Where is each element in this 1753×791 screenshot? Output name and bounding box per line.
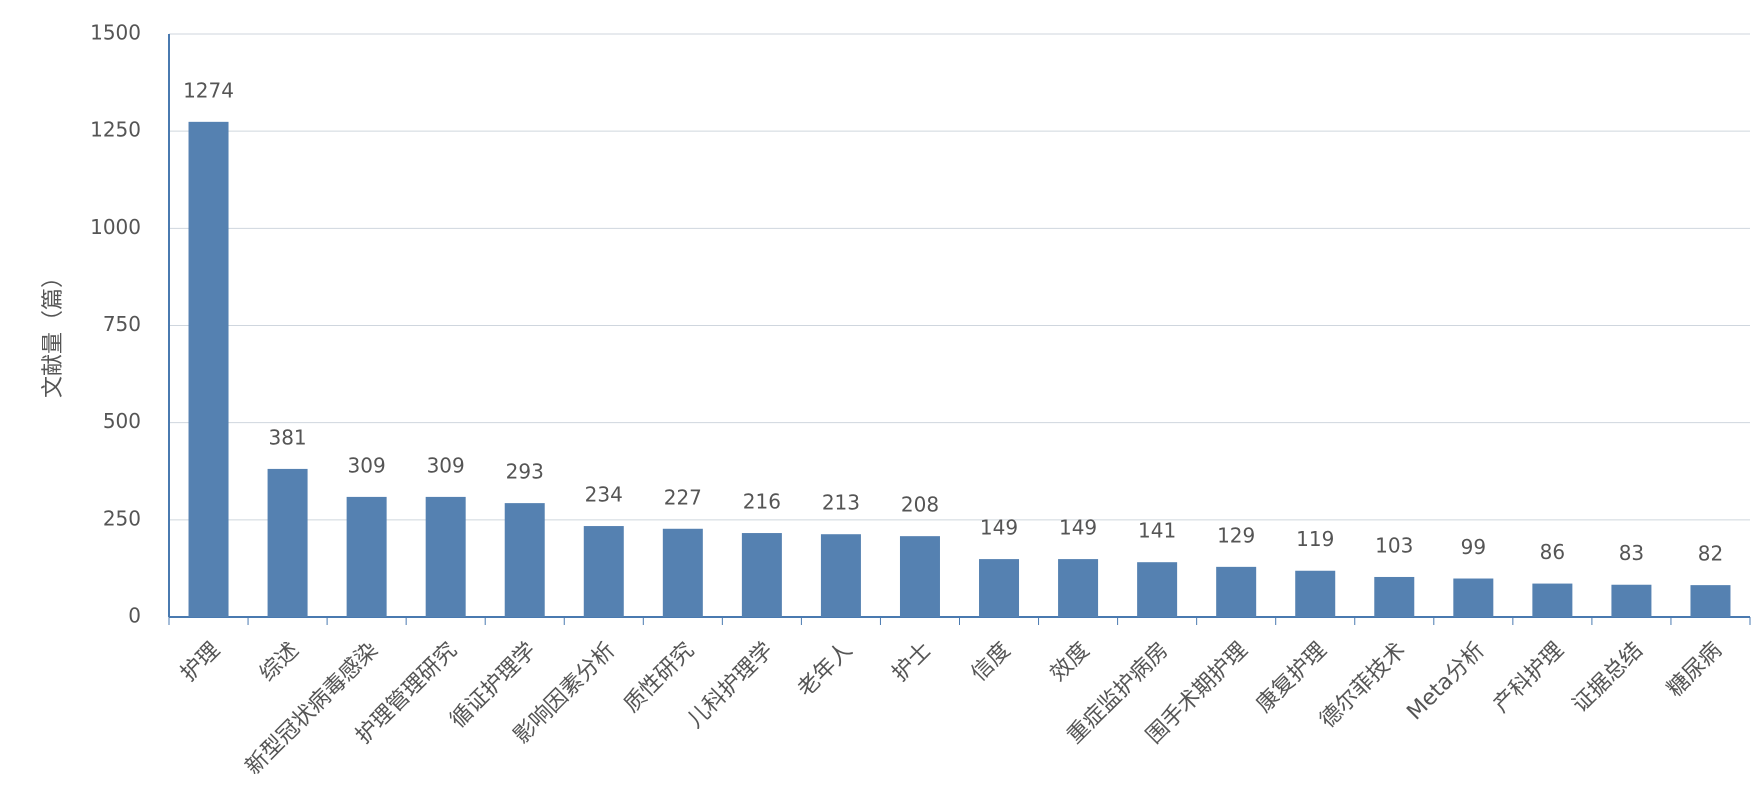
x-tick-label: 信度 bbox=[967, 638, 1016, 687]
bar bbox=[1137, 562, 1178, 617]
bar bbox=[662, 528, 703, 617]
x-tick-label: Meta分析 bbox=[1402, 638, 1489, 725]
x-tick-label: 效度 bbox=[1046, 638, 1095, 687]
x-tick-label: 新型冠状病毒感染 bbox=[241, 638, 383, 780]
y-tick-label: 0 bbox=[128, 604, 141, 628]
bar bbox=[188, 121, 229, 617]
y-tick-label: 1250 bbox=[90, 118, 141, 142]
y-tick-label: 1000 bbox=[90, 215, 141, 239]
value-label: 227 bbox=[664, 485, 702, 509]
value-label: 216 bbox=[743, 490, 781, 514]
y-tick-label: 750 bbox=[103, 312, 141, 336]
value-label: 86 bbox=[1540, 540, 1565, 564]
x-tick-label: 儿科护理学 bbox=[683, 638, 778, 733]
y-tick-label: 250 bbox=[103, 506, 141, 530]
bar bbox=[1374, 576, 1415, 617]
value-label: 1274 bbox=[183, 78, 234, 102]
value-label: 119 bbox=[1296, 527, 1334, 551]
value-label: 309 bbox=[427, 453, 465, 477]
bar bbox=[1295, 570, 1336, 617]
value-label: 82 bbox=[1698, 542, 1723, 566]
bar bbox=[979, 559, 1020, 617]
x-tick-label: 护士 bbox=[888, 638, 937, 687]
x-tick-label: 老年人 bbox=[793, 638, 857, 702]
bar bbox=[899, 536, 940, 617]
value-label: 293 bbox=[506, 460, 544, 484]
value-label: 309 bbox=[348, 453, 386, 477]
value-label: 381 bbox=[268, 425, 306, 449]
x-tick-label: 护理 bbox=[176, 638, 225, 687]
value-label: 103 bbox=[1375, 533, 1413, 557]
x-tick-label: 糖尿病 bbox=[1663, 638, 1727, 702]
x-tick-label: 德尔菲技术 bbox=[1315, 638, 1410, 733]
bar bbox=[346, 496, 387, 617]
x-tick-label: 证据总结 bbox=[1568, 638, 1648, 718]
value-label: 213 bbox=[822, 491, 860, 515]
bar bbox=[1532, 583, 1573, 617]
value-label: 208 bbox=[901, 493, 939, 517]
x-tick-label: 产科护理 bbox=[1489, 638, 1569, 718]
value-label: 234 bbox=[585, 483, 623, 507]
bar bbox=[583, 526, 624, 617]
bar bbox=[741, 533, 782, 617]
x-tick-label: 综述 bbox=[255, 638, 304, 687]
bar bbox=[1058, 559, 1099, 617]
bar bbox=[425, 496, 466, 617]
bar bbox=[1216, 566, 1257, 617]
bar bbox=[1453, 578, 1494, 617]
x-tick-label: 康复护理 bbox=[1252, 638, 1332, 718]
value-label: 149 bbox=[980, 516, 1018, 540]
value-label: 83 bbox=[1619, 541, 1644, 565]
bar bbox=[1690, 585, 1731, 617]
bar bbox=[1611, 584, 1652, 617]
value-label: 99 bbox=[1461, 535, 1486, 559]
bar bbox=[504, 503, 545, 617]
value-label: 149 bbox=[1059, 516, 1097, 540]
y-axis-label: 文献量（篇） bbox=[41, 266, 66, 398]
bar bbox=[267, 468, 308, 617]
value-label: 129 bbox=[1217, 523, 1255, 547]
y-tick-label: 500 bbox=[103, 409, 141, 433]
y-tick-label: 1500 bbox=[90, 21, 141, 45]
value-label: 141 bbox=[1138, 519, 1176, 543]
bar bbox=[820, 534, 861, 617]
x-tick-label: 质性研究 bbox=[619, 638, 699, 718]
